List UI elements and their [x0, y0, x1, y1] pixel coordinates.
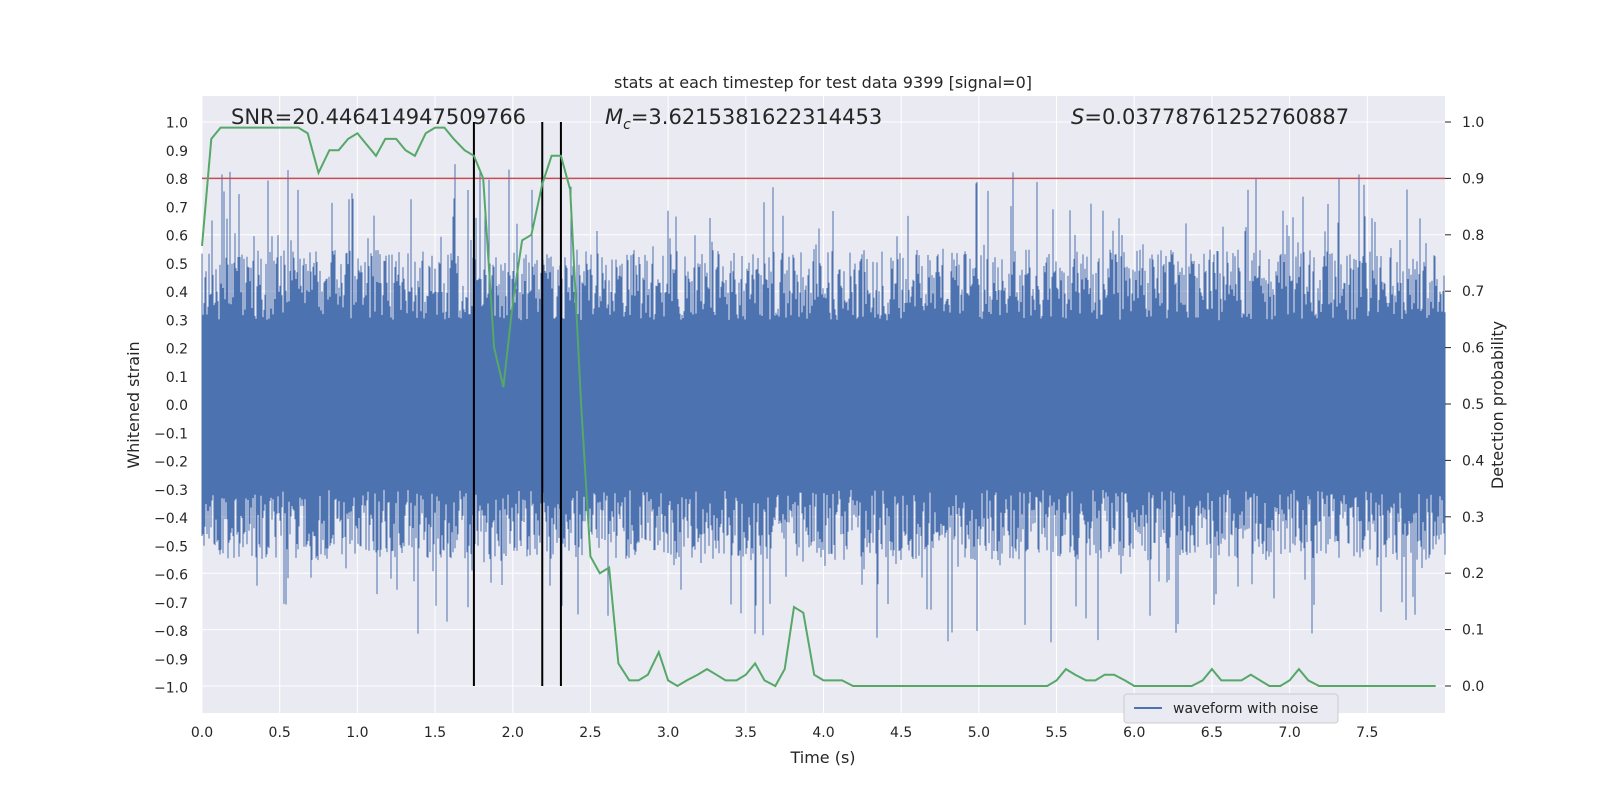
- y-tick-label: −0.6: [154, 568, 188, 584]
- y-tick-label: −0.1: [154, 426, 188, 442]
- y2-tick-label: 0.3: [1462, 510, 1484, 526]
- y-axis-ticks: 1.0 0.9 0.8 0.7 0.6 0.5 0.4 0.3 0.2 0.1 0.0 −0.1 −0.…: [154, 116, 188, 697]
- x-tick-label: 1.0: [346, 725, 368, 741]
- noise-trace: [201, 164, 1446, 643]
- y2-tick-label: 0.9: [1462, 171, 1484, 187]
- y2-tick-label: 0.6: [1462, 341, 1484, 357]
- x-tick-label: 4.0: [812, 725, 834, 741]
- y-tick-label: 0.3: [166, 313, 188, 329]
- x-tick-label: 1.5: [424, 725, 446, 741]
- x-axis-ticks: 0.0 0.5 1.0 1.5 2.0 2.5 3.0 3.5 4.0 4.5 5.0 5.5 6.0 6…: [191, 725, 1379, 741]
- y-tick-label: 0.9: [166, 144, 188, 160]
- y2-tick-label: 0.7: [1462, 284, 1484, 300]
- x-tick-label: 0.0: [191, 725, 213, 741]
- chirp-mass-annotation: Mc=3.6215381622314453: [605, 105, 882, 133]
- y-tick-label: −0.9: [154, 652, 188, 668]
- y2-tick-label: 0.1: [1462, 623, 1484, 639]
- y-tick-label: −0.2: [154, 455, 188, 471]
- y-tick-label: 0.4: [166, 285, 188, 301]
- x-tick-label: 5.0: [968, 725, 990, 741]
- y-tick-label: 0.5: [166, 257, 188, 273]
- x-tick-label: 5.5: [1045, 725, 1067, 741]
- y-tick-label: −0.8: [154, 624, 188, 640]
- y-tick-label: 0.7: [166, 200, 188, 216]
- x-tick-label: 2.5: [579, 725, 601, 741]
- x-tick-label: 3.5: [735, 725, 757, 741]
- x-tick-label: 6.0: [1123, 725, 1145, 741]
- detection-probability-line: [201, 126, 1436, 688]
- legend-box: [1123, 693, 1339, 724]
- vertical-markers: [472, 122, 562, 686]
- y2-tick-label: 0.2: [1462, 566, 1484, 582]
- y2-axis-ticks: 1.0 0.9 0.8 0.7 0.6 0.5 0.4 0.3 0.2 0.1 0.0: [1445, 115, 1484, 695]
- x-tick-label: 7.5: [1356, 725, 1378, 741]
- y-axis-label: Whitened strain: [124, 341, 143, 468]
- y-tick-label: 0.6: [166, 229, 188, 245]
- x-tick-label: 6.5: [1201, 725, 1223, 741]
- x-tick-label: 7.0: [1278, 725, 1300, 741]
- y-tick-label: −0.5: [154, 539, 188, 555]
- x-tick-label: 3.0: [657, 725, 679, 741]
- y2-tick-label: 0.8: [1462, 228, 1484, 244]
- x-tick-label: 2.0: [502, 725, 524, 741]
- y2-tick-label: 0.0: [1462, 679, 1484, 695]
- y-tick-label: −0.7: [154, 596, 188, 612]
- y2-tick-label: 1.0: [1462, 115, 1484, 131]
- y-tick-label: 0.1: [166, 370, 188, 386]
- y-tick-label: 0.8: [166, 172, 188, 188]
- detection-probability-series: [201, 126, 1436, 688]
- legend: waveform with noise: [1123, 693, 1339, 724]
- y-tick-label: −0.4: [154, 511, 188, 527]
- y-tick-label: 1.0: [166, 116, 188, 132]
- y2-axis-label: Detection probability: [1488, 321, 1507, 489]
- y2-tick-label: 0.4: [1462, 453, 1484, 469]
- chart-title: stats at each timestep for test data 939…: [614, 73, 1032, 92]
- s-annotation: S=0.03778761252760887: [1071, 105, 1349, 129]
- x-tick-label: 0.5: [269, 725, 291, 741]
- x-tick-label: 4.5: [890, 725, 912, 741]
- y2-tick-label: 0.5: [1462, 397, 1484, 413]
- y-tick-label: −0.3: [154, 483, 188, 499]
- y-tick-label: 0.0: [166, 398, 188, 414]
- snr-annotation: SNR=20.446414947509766: [231, 105, 526, 129]
- legend-label: waveform with noise: [1173, 701, 1318, 717]
- y-tick-label: 0.2: [166, 342, 188, 358]
- x-axis-label: Time (s): [789, 748, 855, 767]
- y-tick-label: −1.0: [154, 681, 188, 697]
- waveform-with-noise-series: [201, 164, 1446, 643]
